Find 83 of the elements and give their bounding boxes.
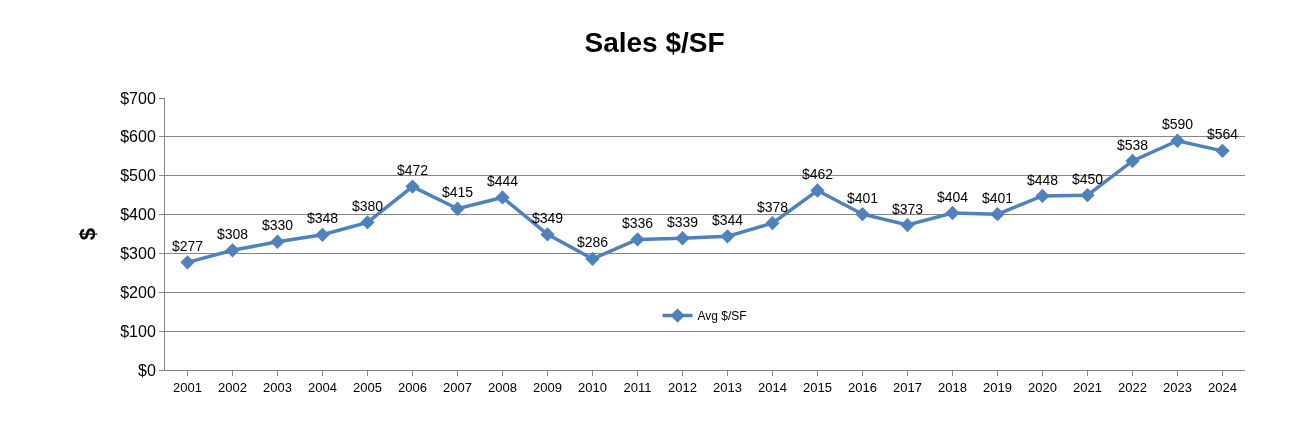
point [180,255,195,270]
point [270,234,285,249]
point [810,183,825,198]
x-tick-label: 2009 [533,379,562,395]
x-tick-label: 2011 [623,379,652,395]
y-tick-label: $300 [120,245,156,263]
data-label: $404 [936,188,969,205]
data-label: $308 [216,225,249,242]
point [495,190,510,205]
data-label: $590 [1161,116,1194,133]
data-label: $277 [171,237,204,254]
data-label: $538 [1116,136,1149,153]
point [675,231,690,246]
x-tick-label: 2004 [308,379,337,395]
y-tick-label: $200 [120,283,156,301]
point [225,243,240,258]
data-label: $380 [351,197,384,214]
data-label: $450 [1071,170,1104,187]
x-tick-label: 2007 [443,379,472,395]
y-axis-title: $ [75,227,101,241]
data-label: $378 [756,198,789,215]
data-label: $448 [1026,171,1059,188]
point [855,207,870,222]
legend-label: Avg $/SF [697,309,747,324]
y-tick-label: $600 [120,128,156,146]
x-tick-label: 2018 [938,379,967,395]
x-tick-label: 2001 [173,379,202,395]
point [945,205,960,221]
x-tick-label: 2013 [713,379,742,395]
data-label: $336 [621,215,654,232]
point [540,227,555,242]
x-tick-label: 2022 [1118,379,1147,395]
data-label: $462 [801,166,834,183]
point [360,215,375,230]
x-tick-label: 2017 [893,379,922,395]
x-tick-label: 2010 [578,379,607,395]
data-label: $415 [441,184,474,201]
point [990,207,1005,222]
y-tick-label: $500 [120,167,156,185]
y-tick-label: $400 [120,206,156,224]
chart-title: Sales $/SF [584,26,725,58]
x-tick-label: 2008 [488,379,517,395]
x-tick-label: 2021 [1073,379,1102,395]
point [1170,133,1185,148]
data-label: $330 [261,217,294,234]
data-label: $349 [531,210,564,227]
x-tick-label: 2015 [803,379,832,395]
x-tick-label: 2005 [353,379,382,395]
point [1035,188,1050,204]
point [450,201,465,216]
point [585,251,600,267]
x-tick-label: 2002 [218,379,247,395]
x-tick-label: 2014 [758,379,787,395]
data-label: $401 [981,189,1014,206]
point [720,229,735,244]
x-tick-label: 2006 [398,379,427,395]
point [1080,187,1095,203]
x-tick-label: 2003 [263,379,292,395]
y-tick-label: $100 [120,322,156,340]
x-tick-label: 2016 [848,379,877,395]
x-tick-label: 2020 [1028,379,1057,395]
x-tick-label: 2012 [668,379,697,395]
point [765,215,780,231]
point [1215,143,1230,158]
data-label: $348 [306,210,339,227]
data-label: $344 [711,211,744,228]
y-tick-label: $700 [120,89,156,107]
x-tick-label: 2023 [1163,379,1192,395]
data-label: $401 [846,189,879,206]
data-label: $373 [891,200,924,217]
data-label: $286 [576,234,609,251]
point [900,217,915,233]
data-label: $564 [1206,126,1239,143]
point [315,227,330,242]
y-tick-label: $0 [138,361,156,379]
x-tick-label: 2024 [1208,379,1237,395]
data-label: $472 [396,162,429,179]
point [1125,153,1140,169]
point [405,179,420,194]
point [630,232,645,247]
data-label: $339 [666,213,699,230]
data-label: $444 [486,173,519,190]
x-tick-label: 2019 [983,379,1012,395]
